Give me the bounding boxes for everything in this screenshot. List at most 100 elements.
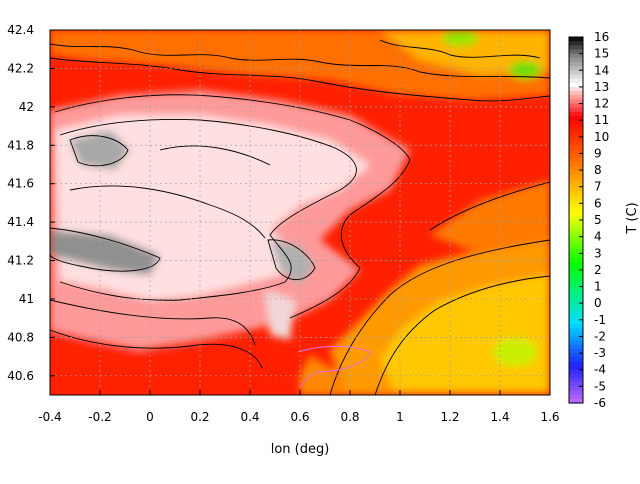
colorbar-tick-label: -1 [594, 313, 606, 327]
colorbar-segment [569, 49, 583, 55]
heat-region-orange-south [300, 355, 345, 395]
colorbar-tick-label: 2 [594, 263, 602, 277]
contour-line-magenta [297, 345, 371, 389]
x-tick-label: 1.4 [490, 410, 509, 424]
x-tick-label: 0.8 [340, 410, 359, 424]
colorbar-tick-label: 13 [594, 80, 609, 94]
y-tick-label: 41.2 [7, 254, 34, 268]
colorbar-segment [569, 53, 583, 59]
colorbar-segment [569, 240, 583, 246]
y-tick-label: 42.4 [7, 23, 34, 37]
colorbar-tick-label: 9 [594, 146, 602, 160]
plot-area [50, 30, 550, 395]
colorbar-tick-label: 15 [594, 47, 609, 61]
colorbar-segment [569, 124, 583, 130]
colorbar-segment [569, 190, 583, 196]
colorbar-segment [569, 37, 583, 42]
colorbar-segment [569, 186, 583, 192]
colorbar-segment [569, 348, 583, 354]
colorbar-segment [569, 236, 583, 242]
colorbar-tick-label: 0 [594, 296, 602, 310]
colorbar-segment [569, 290, 583, 296]
heat-region-green-northeast [509, 61, 541, 79]
colorbar-segment [569, 174, 583, 180]
colorbar-segment [569, 278, 583, 283]
contour-line [374, 275, 550, 395]
colorbar-segment [569, 57, 583, 63]
contour-line [69, 135, 129, 167]
colorbar-segment [569, 244, 583, 250]
contour-line [50, 227, 161, 272]
colorbar-segment [569, 361, 583, 367]
colorbar-segment [569, 265, 583, 271]
colorbar-segment [569, 332, 583, 338]
colorbar-segment [569, 95, 583, 100]
x-tick-label: -0.4 [38, 410, 61, 424]
contour-line [69, 185, 266, 239]
colorbar-segment [569, 224, 583, 229]
colorbar-segment [569, 257, 583, 263]
colorbar-segment [569, 41, 583, 46]
colorbar-segment [569, 165, 583, 171]
heat-region-gray-center [270, 240, 315, 285]
colorbar-segment [569, 207, 583, 213]
colorbar-segment [569, 157, 583, 163]
colorbar-segment [569, 315, 583, 321]
y-tick-label: 41.4 [7, 215, 34, 229]
colorbar-segment [569, 378, 583, 383]
colorbar-segment [569, 344, 583, 350]
colorbar-segment [569, 182, 583, 188]
colorbar-segment [569, 78, 583, 84]
colorbar-segment [569, 140, 583, 146]
colorbar-segment [569, 299, 583, 304]
colorbar-segment [569, 86, 583, 92]
x-tick-label: 0.4 [240, 410, 259, 424]
colorbar-segment [569, 398, 583, 404]
x-tick-label: 1.2 [440, 410, 459, 424]
colorbar-segment [569, 161, 583, 167]
y-tick-label: 40.8 [7, 330, 34, 344]
y-tick-label: 41.8 [7, 138, 34, 152]
colorbar-segment [569, 195, 583, 200]
colorbar-segment [569, 303, 583, 308]
contour-line [159, 145, 271, 166]
x-tick-label: 0.6 [290, 410, 309, 424]
contour-line [267, 239, 316, 281]
colorbar-segment [569, 199, 583, 204]
colorbar-segment [569, 365, 583, 371]
colorbar-segment [569, 249, 583, 254]
colorbar-segment [569, 282, 583, 288]
colorbar-tick-label: 8 [594, 163, 602, 177]
contour-line [50, 43, 550, 79]
colorbar-segment [569, 336, 583, 342]
y-tick-label: 41 [19, 292, 34, 306]
y-tick-label: 42 [19, 100, 34, 114]
colorbar-segment [569, 153, 583, 159]
heat-region-red-southwest [50, 330, 260, 395]
colorbar-segment [569, 286, 583, 292]
colorbar-segment [569, 232, 583, 238]
colorbar-tick-label: 5 [594, 213, 602, 227]
colorbar-tick-label: 12 [594, 97, 609, 111]
heat-region-white-south [265, 290, 295, 340]
heat-region-gray-west [50, 230, 160, 275]
colorbar-segment [569, 328, 583, 333]
contour-line [329, 239, 550, 395]
colorbar-segment [569, 61, 583, 67]
colorbar-tick-label: -6 [594, 396, 606, 410]
colorbar-segment [569, 45, 583, 51]
colorbar-tick-label: 7 [594, 180, 602, 194]
colorbar-segment [569, 107, 583, 113]
colorbar-segment [569, 203, 583, 209]
colorbar-tick-label: 1 [594, 280, 602, 294]
colorbar-tick-label: -3 [594, 346, 606, 360]
colorbar-segment [569, 261, 583, 267]
colorbar-segment [569, 369, 583, 375]
colorbar-segment [569, 390, 583, 396]
colorbar-segment [569, 386, 583, 392]
contour-line [50, 57, 550, 102]
colorbar-tick-label: 16 [594, 30, 609, 44]
